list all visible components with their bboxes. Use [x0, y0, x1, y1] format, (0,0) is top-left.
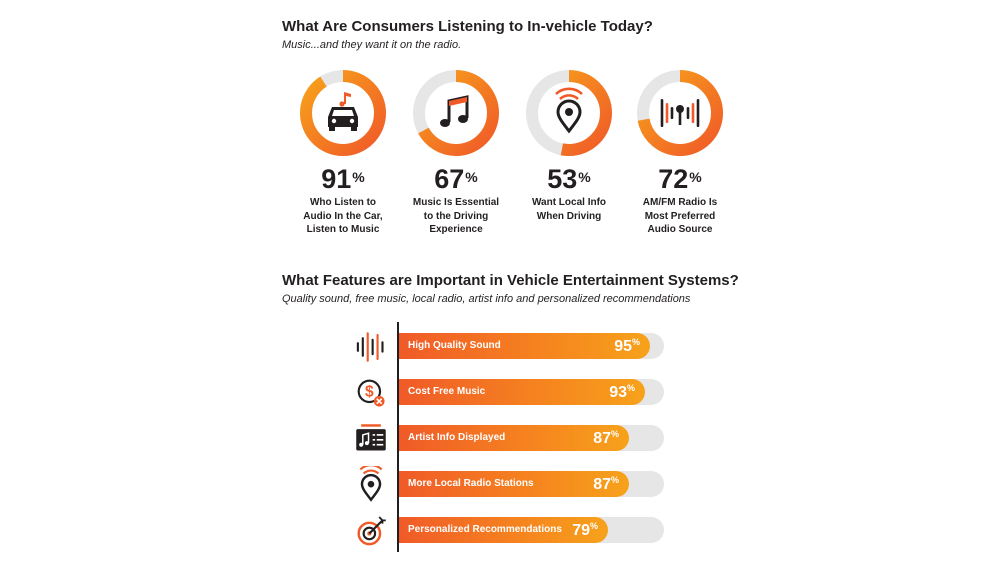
bar-row-5: Personalized Recommendations 79%	[0, 515, 1000, 546]
sound-wave-icon	[356, 332, 384, 362]
bar-label: High Quality Sound	[408, 340, 501, 351]
percent-sign: %	[352, 169, 365, 185]
bar-fill	[399, 333, 650, 359]
donut-caption: Who Listen to Audio In the Car, Listen t…	[303, 197, 383, 235]
bar-fill	[399, 517, 608, 543]
donut-value: 91%	[283, 164, 403, 194]
donut-arc	[300, 70, 386, 156]
bar-value-number: 87	[593, 476, 611, 493]
percent-sign: %	[465, 169, 478, 185]
bar-row-2: $ Cost Free Music 93%	[0, 377, 1000, 407]
bar-row-1: High Quality Sound 95%	[0, 331, 1000, 362]
percent-sign: %	[626, 383, 635, 393]
donut-value-number: 91	[321, 164, 352, 194]
bar-value: 87%	[593, 471, 619, 499]
donut-caption: Want Local Info When Driving	[531, 197, 607, 222]
bar-row-4: More Local Radio Stations 87%	[0, 466, 1000, 502]
bar-track: High Quality Sound 95%	[399, 333, 664, 359]
section-title-features: What Features are Important in Vehicle E…	[282, 272, 739, 289]
local-radio-icon	[359, 466, 383, 502]
donut-ring-1	[300, 70, 386, 156]
bar-value-number: 95	[614, 338, 632, 355]
bar-label: Artist Info Displayed	[408, 432, 506, 443]
bar-fill	[399, 471, 629, 497]
donut-stat-2: 67% Music Is Essential to the Driving Exp…	[396, 68, 516, 237]
bar-value-number: 93	[609, 384, 627, 401]
section-subtitle-listening: Music...and they want it on the radio.	[282, 39, 462, 51]
donut-value-number: 53	[547, 164, 578, 194]
bar-label: Cost Free Music	[408, 386, 486, 397]
bar-track: More Local Radio Stations 87%	[399, 471, 664, 497]
donut-stat-1: 91% Who Listen to Audio In the Car, Liste…	[283, 68, 403, 237]
bar-value: 87%	[593, 425, 619, 453]
free-dollar-icon: $	[357, 379, 385, 407]
donut-arc	[637, 70, 723, 156]
donut-arc	[413, 70, 499, 156]
svg-text:$: $	[365, 384, 374, 401]
bar-track: Cost Free Music 93%	[399, 379, 664, 405]
donut-value-number: 72	[658, 164, 689, 194]
donut-ring-2	[413, 70, 499, 156]
percent-sign: %	[631, 337, 640, 347]
percent-sign: %	[610, 429, 619, 439]
target-icon	[357, 516, 386, 546]
donut-arc	[526, 70, 612, 156]
bar-fill	[399, 379, 645, 405]
percent-sign: %	[578, 169, 591, 185]
bar-value: 79%	[572, 517, 598, 545]
bar-value-number: 79	[572, 522, 590, 539]
bar-value-number: 87	[593, 430, 611, 447]
percent-sign: %	[610, 475, 619, 485]
artist-info-icon	[356, 424, 386, 451]
donut-stat-4: 72% AM/FM Radio Is Most Preferred Audio S…	[620, 68, 740, 237]
donut-ring-4	[637, 70, 723, 156]
car-music-icon	[328, 92, 358, 131]
bar-value: 95%	[614, 333, 640, 361]
bar-track: Personalized Recommendations 79%	[399, 517, 664, 543]
percent-sign: %	[589, 521, 598, 531]
bar-axis-line	[397, 322, 399, 552]
bar-label: Personalized Recommendations	[408, 524, 562, 535]
bar-value: 93%	[609, 379, 635, 407]
percent-sign: %	[689, 169, 702, 185]
bar-track: Artist Info Displayed 87%	[399, 425, 664, 451]
donut-stat-3: 53% Want Local Info When Driving	[509, 68, 629, 223]
donut-value: 72%	[620, 164, 740, 194]
music-note-icon	[440, 95, 469, 127]
section-title-listening: What Are Consumers Listening to In-vehic…	[282, 18, 653, 35]
donut-ring-3	[526, 70, 612, 156]
bar-fill	[399, 425, 629, 451]
donut-value-number: 67	[434, 164, 465, 194]
donut-value: 53%	[509, 164, 629, 194]
bar-row-3: Artist Info Displayed 87%	[0, 423, 1000, 453]
location-signal-icon	[555, 87, 583, 134]
donut-caption: Music Is Essential to the Driving Experi…	[412, 197, 500, 235]
radio-waves-icon	[660, 99, 700, 127]
donut-value: 67%	[396, 164, 516, 194]
donut-caption: AM/FM Radio Is Most Preferred Audio Sour…	[642, 197, 718, 235]
section-subtitle-features: Quality sound, free music, local radio, …	[282, 293, 691, 305]
bar-label: More Local Radio Stations	[408, 478, 534, 489]
